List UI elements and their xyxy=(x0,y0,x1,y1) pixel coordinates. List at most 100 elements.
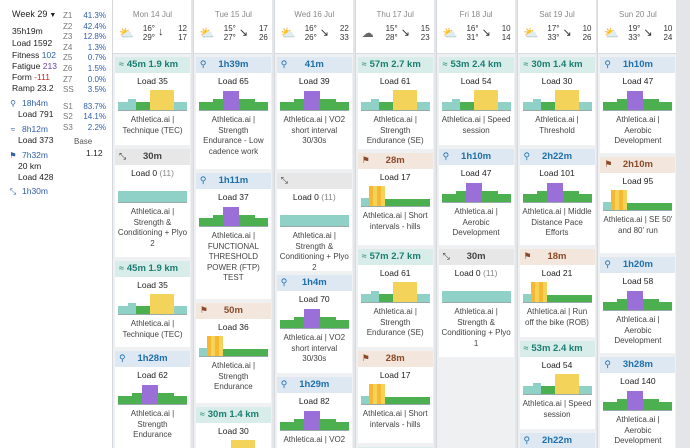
workout-body[interactable]: Load 35 Athletica.ai | Technique (TEC) xyxy=(115,73,190,145)
workout-header[interactable]: ≈57m 2.7 km xyxy=(357,249,433,265)
workout-card[interactable]: ⚑ 28m Load 17 Athletica.ai | Short interval… xyxy=(357,351,433,443)
workout-card[interactable]: ⚲ 1h28m Load 62 Athletica.ai | Strength End… xyxy=(115,351,190,448)
workout-header[interactable]: ≈30m 1.4 km xyxy=(195,407,271,423)
profile-segment xyxy=(578,102,592,110)
workout-body[interactable]: Load 61 Athletica.ai | Strength Endurance… xyxy=(357,73,433,149)
workout-card[interactable]: ⚑ 18m Load 21 Athletica.ai | Run off the bi… xyxy=(519,249,595,337)
caret-down-icon[interactable]: ▼ xyxy=(49,12,57,19)
day-column[interactable]: Tue 15 Jul ⛅ 15° 27° ↘ 17 26 ⚲ 1h39m Load 65 Athle… xyxy=(192,0,272,448)
workout-body[interactable]: Load 30 Athletica.ai | Threshold xyxy=(519,73,595,145)
profile-segment xyxy=(410,90,417,110)
workout-body[interactable]: Load 54 Athletica.ai | Speed session xyxy=(438,73,514,145)
workout-header[interactable]: ≈45m 1.9 km xyxy=(115,57,190,73)
workout-header[interactable]: ⤡ 30m xyxy=(438,249,514,265)
workout-card[interactable]: ⚲ 1h29m Load 82 Athletica.ai | VO2 xyxy=(276,377,352,448)
day-column[interactable]: Thu 17 Jul ☁ 15° 28° ↘ 15 23 ≈57m 2.7 km Load 61… xyxy=(354,0,434,448)
workout-card[interactable]: ≈45m 1.9 km Load 35 Athletica.ai | Techniq… xyxy=(115,261,190,347)
workout-header[interactable]: ⚲ 2h22m xyxy=(519,149,595,165)
workout-body[interactable]: Load 0 (11) Athletica.ai | Strength & Con… xyxy=(115,165,190,257)
workout-header[interactable]: ⚲ 1h10m xyxy=(600,57,676,73)
workout-body[interactable]: Load 58 Athletica.ai | Aerobic Developmen… xyxy=(600,273,676,353)
day-column[interactable]: Mon 14 Jul ⛅ 16° 29° ↓ 12 17 ≈45m 1.9 km Load 35… xyxy=(112,0,191,448)
workout-card[interactable]: ⚑ 50m Load 36 Athletica.ai | Strength Endur… xyxy=(195,303,271,403)
workout-header[interactable]: ⚑ 28m xyxy=(357,153,433,169)
workout-header[interactable]: ⚲ 1h11m xyxy=(195,173,271,189)
workout-header[interactable]: ≈45m 1.9 km xyxy=(115,261,190,277)
workout-header[interactable]: ⚑ 18m xyxy=(519,249,595,265)
workout-header[interactable]: ⚲ 1h28m xyxy=(115,351,190,367)
workout-body[interactable]: Load 0 (11) Athletica.ai | Strength & Con… xyxy=(438,265,514,357)
workout-card[interactable]: ≈53m 2.4 km Load 54 Athletica.ai | Speed s… xyxy=(519,341,595,429)
workout-body[interactable]: Load 21 Athletica.ai | Run off the bike (… xyxy=(519,265,595,337)
workout-body[interactable]: Load 0 (11) Athletica.ai | Strength & Con… xyxy=(276,189,352,272)
workout-header[interactable]: ≈53m 2.4 km xyxy=(519,341,595,357)
workout-card[interactable]: ⚲ 2h22m xyxy=(519,433,595,448)
week-selector[interactable]: Week 29 ▼ xyxy=(12,9,56,19)
workout-profile-chart xyxy=(360,185,430,207)
workout-body[interactable]: Load 47 Athletica.ai | Aerobic Developmen… xyxy=(600,73,676,153)
workout-body[interactable]: Load 101 Athletica.ai | Middle Distance P… xyxy=(519,165,595,245)
workout-header[interactable]: ⚑ 50m xyxy=(195,303,271,319)
workout-header[interactable]: ⚲ 1h20m xyxy=(600,257,676,273)
workout-header[interactable]: ⚲ 1h29m xyxy=(276,377,352,393)
workout-header[interactable]: ≈57m 2.7 km xyxy=(357,57,433,73)
workout-card[interactable]: ⚲ 1h39m Load 65 Athletica.ai | Strength End… xyxy=(195,57,271,169)
workout-card[interactable]: ≈30m 1.4 km Load 30 Athletica.ai | Thresho… xyxy=(519,57,595,145)
workout-card[interactable]: ⤡ Load 0 (11) Athletica.ai | Strength & Co… xyxy=(276,173,352,272)
workout-card[interactable]: ⚑ 2h10m Load 95 Athletica.ai | SE 50' and 8… xyxy=(600,157,676,253)
workout-card[interactable]: ⚲ 1h4m Load 70 Athletica.ai | VO2 short int… xyxy=(276,275,352,373)
workout-card[interactable]: ⤡ 30m Load 0 (11) Athletica.ai | Strength &… xyxy=(438,249,514,357)
workout-card[interactable]: ⚲ 1h10m Load 47 Athletica.ai | Aerobic Deve… xyxy=(438,149,514,245)
workout-header[interactable]: ⚲ 2h22m xyxy=(519,433,595,448)
workout-body[interactable]: Load 62 Athletica.ai | Strength Endurance xyxy=(115,367,190,448)
workout-body[interactable]: Load 30 xyxy=(195,423,271,448)
day-column[interactable]: Sun 20 Jul ⛅ 19° 33° ↘ 10 24 ⚲ 1h10m Load 47 Athle… xyxy=(597,0,677,448)
workout-card[interactable]: ≈57m 2.7 km Load 61 Athletica.ai | Strengt… xyxy=(357,249,433,347)
workout-body[interactable]: Load 54 Athletica.ai | Speed session xyxy=(519,357,595,429)
workout-header[interactable]: ≈53m 2.4 km xyxy=(438,57,514,73)
workout-header[interactable]: ⤡ xyxy=(276,173,352,189)
workout-header[interactable]: ⤡ 30m xyxy=(115,149,190,165)
workout-body[interactable]: Load 17 Athletica.ai | Short intervals - … xyxy=(357,169,433,245)
workout-body[interactable]: Load 82 Athletica.ai | VO2 xyxy=(276,393,352,448)
workout-body[interactable]: Load 37 Athletica.ai | FUNCTIONAL THRESHO… xyxy=(195,189,271,299)
workout-body[interactable]: Load 70 Athletica.ai | VO2 short interval… xyxy=(276,291,352,373)
swim-icon: ≈ xyxy=(199,409,205,419)
workout-body[interactable]: Load 140 Athletica.ai | Aerobic Developme… xyxy=(600,373,676,448)
workout-header[interactable]: ⚑ 2h10m xyxy=(600,157,676,173)
profile-segment xyxy=(639,391,644,410)
profile-segment xyxy=(335,320,349,328)
workout-body[interactable]: Load 95 Athletica.ai | SE 50' and 80' run xyxy=(600,173,676,253)
day-column[interactable]: Wed 16 Jul ⛅ 16° 26° ↘ 22 33 ⚲ 41m Load 39 Athleti… xyxy=(273,0,353,448)
workout-card[interactable]: ≈45m 1.9 km Load 35 Athletica.ai | Techniq… xyxy=(115,57,190,145)
day-column[interactable]: Sat 19 Jul ⛅ 17° 33° ↘ 10 26 ≈30m 1.4 km Load 30… xyxy=(516,0,596,448)
profile-segment xyxy=(372,186,377,206)
workout-header[interactable]: ⚲ 1h39m xyxy=(195,57,271,73)
workout-card[interactable]: ≈57m 2.7 km Load 61 Athletica.ai | Strengt… xyxy=(357,57,433,149)
workout-header[interactable]: ⚲ 41m xyxy=(276,57,352,73)
workout-header[interactable]: ⚲ 1h4m xyxy=(276,275,352,291)
workout-header[interactable]: ⚲ 1h10m xyxy=(438,149,514,165)
workout-header[interactable]: ⚲ 3h28m xyxy=(600,357,676,373)
workout-header[interactable]: ≈30m 1.4 km xyxy=(519,57,595,73)
workout-card[interactable]: ≈53m 2.4 km Load 54 Athletica.ai | Speed s… xyxy=(438,57,514,145)
workout-body[interactable]: Load 36 Athletica.ai | Strength Endurance xyxy=(195,319,271,403)
workout-card[interactable]: ⚑ 28m Load 17 Athletica.ai | Short interval… xyxy=(357,153,433,245)
workout-card[interactable]: ⚲ 3h28m Load 140 Athletica.ai | Aerobic Dev… xyxy=(600,357,676,448)
temperature: 15° 27° xyxy=(223,24,236,42)
workout-card[interactable]: ⤡ 30m Load 0 (11) Athletica.ai | Strength &… xyxy=(115,149,190,257)
workout-card[interactable]: ⚲ 41m Load 39 Athletica.ai | VO2 short inte… xyxy=(276,57,352,169)
workout-body[interactable]: Load 65 Athletica.ai | Strength Endurance… xyxy=(195,73,271,169)
workout-card[interactable]: ⚲ 1h10m Load 47 Athletica.ai | Aerobic Deve… xyxy=(600,57,676,153)
day-column[interactable]: Fri 18 Jul ⛅ 16° 31° ↘ 10 14 ≈53m 2.4 km Load 54… xyxy=(435,0,515,448)
workout-card[interactable]: ≈30m 1.4 km Load 30 xyxy=(195,407,271,448)
workout-card[interactable]: ⚲ 1h11m Load 37 Athletica.ai | FUNCTIONAL T… xyxy=(195,173,271,299)
workout-body[interactable]: Load 47 Athletica.ai | Aerobic Developmen… xyxy=(438,165,514,245)
workout-body[interactable]: Load 39 Athletica.ai | VO2 short interval… xyxy=(276,73,352,169)
workout-body[interactable]: Load 35 Athletica.ai | Technique (TEC) xyxy=(115,277,190,347)
workout-card[interactable]: ⚲ 1h20m Load 58 Athletica.ai | Aerobic Deve… xyxy=(600,257,676,353)
workout-body[interactable]: Load 61 Athletica.ai | Strength Endurance… xyxy=(357,265,433,347)
workout-body[interactable]: Load 17 Athletica.ai | Short intervals - … xyxy=(357,367,433,443)
workout-card[interactable]: ⚲ 2h22m Load 101 Athletica.ai | Middle Dist… xyxy=(519,149,595,245)
workout-header[interactable]: ⚑ 28m xyxy=(357,351,433,367)
